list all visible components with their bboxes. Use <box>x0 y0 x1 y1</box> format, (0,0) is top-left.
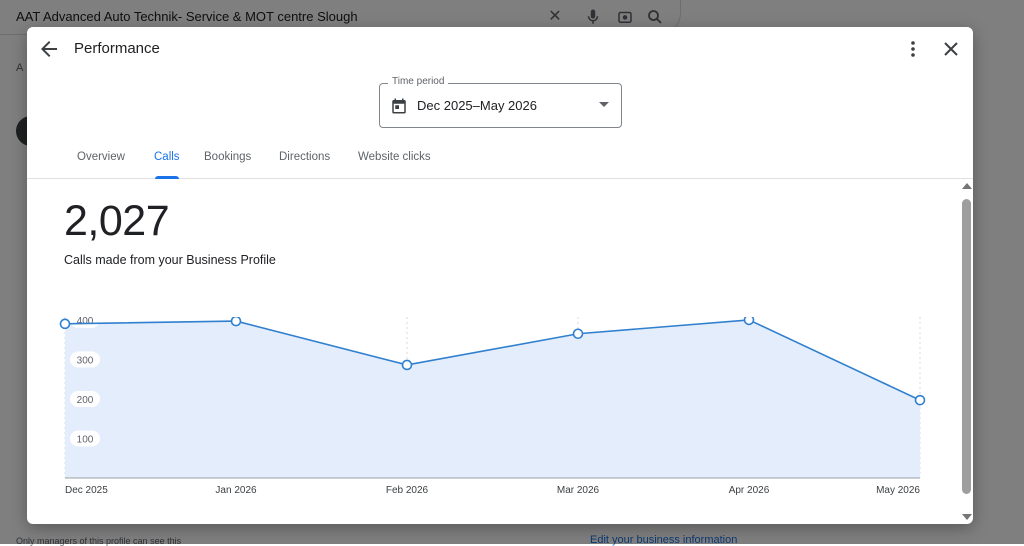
time-period-select[interactable]: Time period Dec 2025–May 2026 <box>379 76 622 128</box>
data-point[interactable] <box>230 317 242 327</box>
back-button[interactable] <box>37 37 61 61</box>
time-period-value: Dec 2025–May 2026 <box>417 98 537 113</box>
y-tick-label: 100 <box>77 434 94 445</box>
tab-calls[interactable]: Calls <box>154 151 180 163</box>
scroll-up-arrow-icon[interactable] <box>962 183 972 189</box>
scroll-down-arrow-icon[interactable] <box>962 514 972 520</box>
total-calls-label: Calls made from your Business Profile <box>64 253 276 267</box>
calls-chart: 100 200 300 400 Dec 2025 Jan 2026 Feb 2026 Mar … <box>59 317 926 496</box>
x-tick-label: May 2026 <box>876 485 920 496</box>
scrollbar-thumb[interactable] <box>962 199 971 494</box>
data-point[interactable] <box>914 394 926 406</box>
y-tick-pill <box>70 430 100 447</box>
series-line <box>64 319 921 401</box>
dialog-title: Performance <box>74 40 160 57</box>
calendar-icon <box>392 98 406 114</box>
arrow-back-icon <box>41 41 57 57</box>
y-tick-label: 200 <box>77 395 94 406</box>
x-tick-label: Mar 2026 <box>557 485 600 496</box>
data-point[interactable] <box>59 318 71 330</box>
y-tick-pill <box>70 351 100 368</box>
more-vert-icon <box>911 41 915 57</box>
data-point[interactable] <box>572 328 584 340</box>
dropdown-arrow-icon <box>599 102 609 107</box>
active-tab-indicator <box>155 176 179 179</box>
y-tick-pill <box>70 390 100 407</box>
close-button[interactable] <box>939 37 963 61</box>
tab-overview[interactable]: Overview <box>77 151 125 163</box>
close-icon <box>944 42 958 56</box>
y-tick-pill <box>70 317 100 328</box>
x-tick-label: Apr 2026 <box>729 485 770 496</box>
total-calls-value: 2,027 <box>64 197 170 245</box>
scrollbar[interactable] <box>960 179 973 524</box>
data-point[interactable] <box>743 317 755 326</box>
time-period-label: Time period <box>388 76 449 87</box>
x-tick-label: Jan 2026 <box>215 485 257 496</box>
data-point[interactable] <box>401 359 413 371</box>
x-tick-label: Feb 2026 <box>386 485 429 496</box>
area-fill <box>65 319 920 478</box>
tab-website-clicks[interactable]: Website clicks <box>358 151 431 163</box>
y-tick-label: 300 <box>77 355 94 366</box>
y-tick-label: 400 <box>77 317 94 327</box>
tab-directions[interactable]: Directions <box>279 151 331 163</box>
performance-tabs: Overview Calls Bookings Directions Websi… <box>27 145 973 179</box>
more-options-button[interactable] <box>901 37 925 61</box>
tab-bookings[interactable]: Bookings <box>204 151 252 163</box>
performance-dialog: Performance Time period Dec 2025–May 202… <box>27 27 973 524</box>
x-tick-label: Dec 2025 <box>65 485 108 496</box>
